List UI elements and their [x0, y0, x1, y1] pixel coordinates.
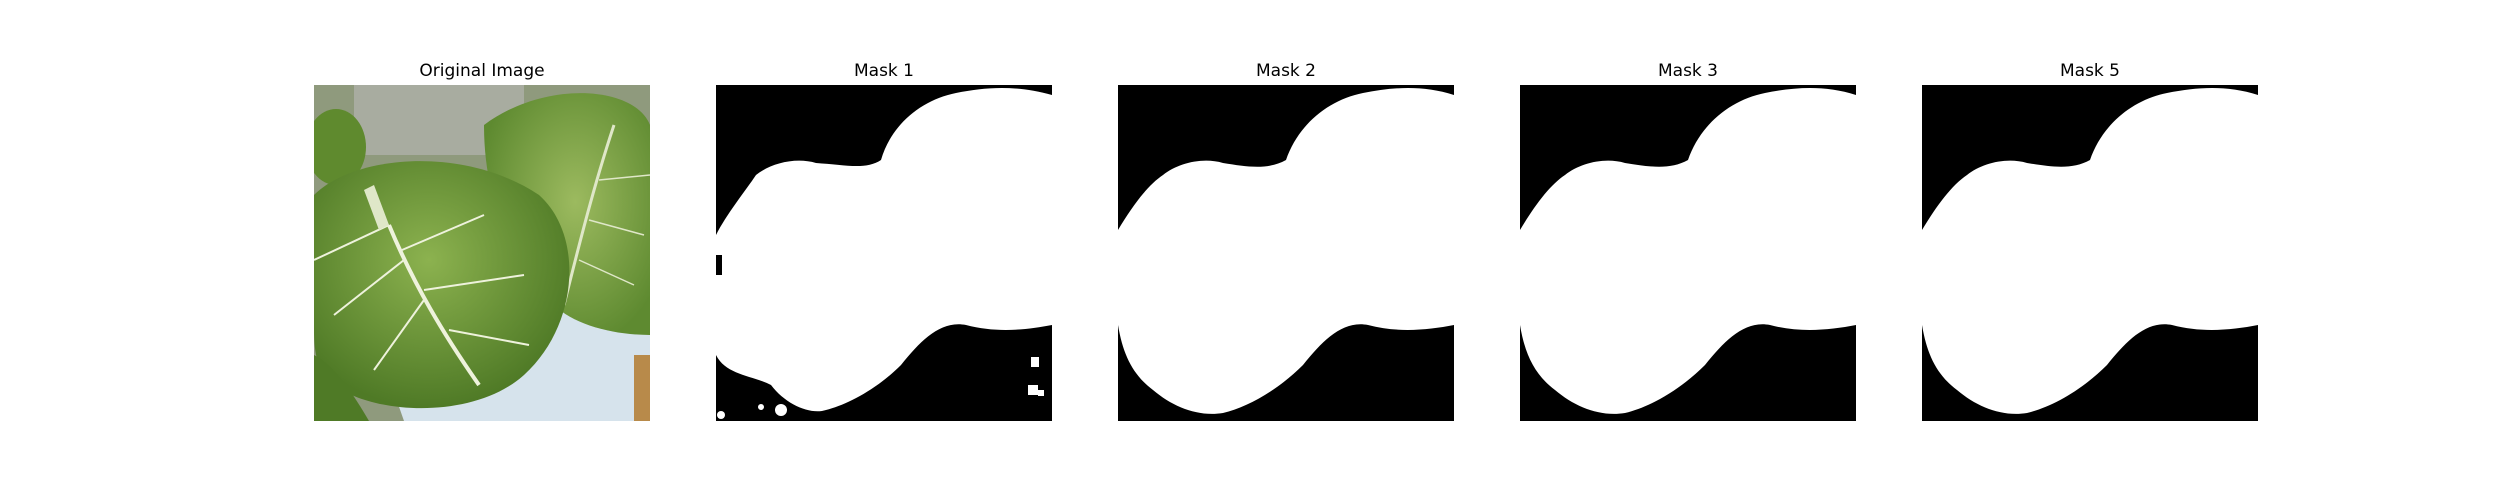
mask-5-image	[1922, 85, 2258, 421]
original-image	[314, 85, 650, 421]
mask-3-image	[1520, 85, 1856, 421]
mask-2-image	[1118, 85, 1454, 421]
mask-3-title: Mask 3	[1657, 61, 1718, 81]
mask-5-title: Mask 5	[2059, 61, 2120, 81]
mask-1-title: Mask 1	[853, 61, 914, 81]
mask-2-title: Mask 2	[1255, 61, 1316, 81]
mask-1-image	[716, 85, 1052, 421]
original-image-title: Original Image	[419, 61, 545, 81]
